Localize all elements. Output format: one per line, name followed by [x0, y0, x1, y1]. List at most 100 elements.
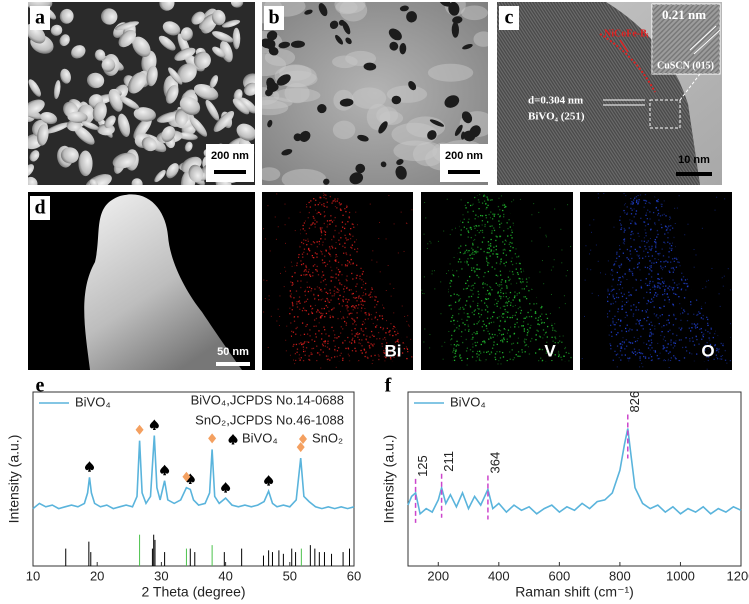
count	[657, 285, 659, 287]
count	[603, 192, 605, 194]
count	[370, 314, 372, 316]
count	[307, 341, 310, 343]
count	[314, 263, 316, 266]
count	[672, 267, 674, 269]
count	[382, 328, 384, 331]
count	[559, 335, 561, 337]
fringe	[497, 2, 601, 185]
count	[702, 335, 704, 338]
count	[323, 326, 325, 328]
count	[464, 323, 466, 326]
count	[462, 252, 465, 255]
count	[546, 325, 549, 328]
count	[350, 227, 352, 230]
count	[367, 357, 369, 359]
count	[658, 357, 661, 360]
count	[308, 201, 310, 204]
count	[606, 316, 609, 318]
count	[533, 203, 535, 205]
count	[704, 329, 707, 331]
count	[463, 288, 465, 290]
count	[382, 327, 385, 329]
count	[661, 277, 663, 279]
count	[527, 346, 529, 348]
count	[700, 307, 703, 310]
count	[540, 322, 543, 324]
count	[305, 269, 307, 271]
count	[351, 223, 353, 225]
count	[350, 263, 352, 265]
count	[319, 315, 322, 318]
count	[528, 290, 530, 292]
count	[651, 245, 653, 247]
count	[658, 323, 660, 325]
count	[391, 354, 394, 356]
pore	[451, 21, 460, 38]
count	[703, 333, 705, 335]
count	[339, 270, 341, 273]
count	[610, 303, 612, 305]
count	[349, 254, 351, 256]
ridge	[332, 55, 358, 69]
count	[531, 240, 533, 242]
grain	[86, 72, 105, 89]
count	[668, 314, 670, 317]
count	[295, 327, 297, 330]
count	[642, 324, 644, 327]
count	[406, 348, 409, 350]
count	[450, 308, 452, 310]
count	[499, 320, 502, 322]
grain	[59, 34, 70, 47]
fringe	[581, 2, 700, 185]
count	[509, 226, 511, 228]
count	[389, 351, 392, 353]
count	[392, 334, 394, 337]
count	[319, 289, 322, 291]
count	[525, 297, 528, 300]
grain	[133, 107, 156, 122]
count	[660, 265, 662, 267]
count	[290, 322, 292, 324]
count	[618, 265, 620, 267]
count	[591, 292, 593, 294]
count	[622, 242, 625, 244]
fringe	[497, 2, 562, 185]
ridge	[335, 2, 358, 15]
count	[296, 301, 298, 303]
count	[633, 239, 635, 241]
count	[640, 287, 643, 289]
count	[517, 355, 519, 357]
count	[302, 343, 304, 345]
count	[453, 347, 455, 350]
count	[328, 260, 331, 262]
count	[325, 291, 327, 294]
count	[355, 277, 358, 279]
count	[526, 285, 528, 287]
count	[570, 356, 572, 359]
count	[290, 335, 292, 337]
count	[340, 326, 342, 328]
count	[496, 317, 499, 319]
count	[276, 320, 278, 322]
count	[306, 341, 308, 343]
count	[546, 341, 548, 344]
count	[319, 202, 321, 204]
fringe	[614, 2, 700, 185]
count	[311, 312, 313, 314]
count	[323, 222, 325, 225]
count	[613, 297, 616, 300]
count	[412, 243, 415, 246]
fringe	[652, 4, 708, 61]
count	[498, 360, 500, 362]
count	[462, 306, 464, 309]
count	[467, 201, 469, 204]
count	[331, 315, 334, 318]
count	[329, 220, 331, 222]
count	[316, 352, 319, 354]
count	[466, 347, 469, 349]
count	[317, 294, 320, 297]
count	[331, 308, 334, 310]
count	[499, 357, 502, 359]
count	[358, 360, 360, 362]
count	[362, 320, 364, 323]
